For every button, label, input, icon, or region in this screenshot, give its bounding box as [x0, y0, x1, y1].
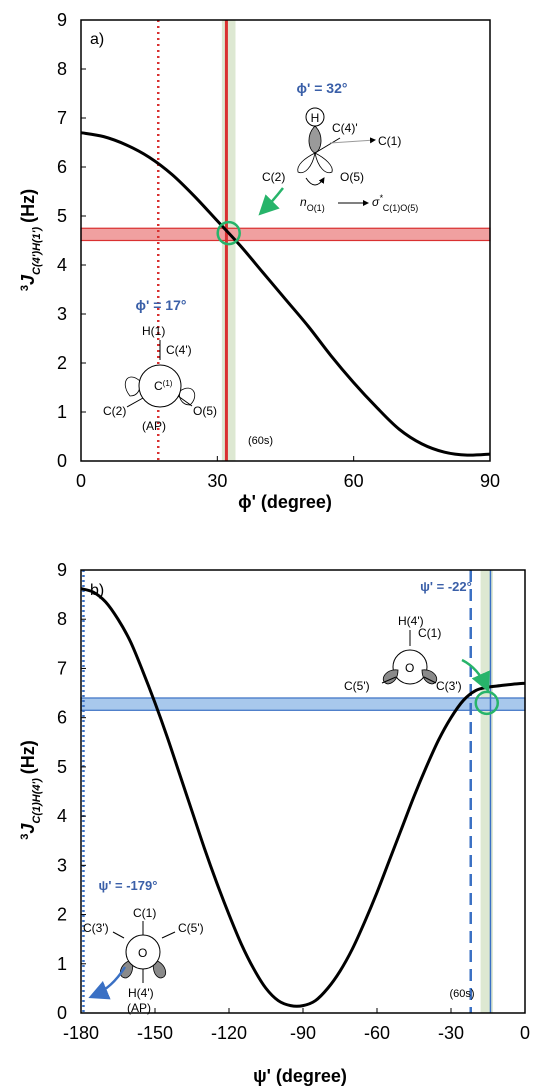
panel-b-ytick-label: 0 [57, 1003, 67, 1023]
panel-b-molecule-upper: H(4') C(1) O C(5') C(3') [344, 614, 490, 693]
panel-b-ytick-label: 6 [57, 708, 67, 728]
panel-a-mol-c4p: C(4)' [332, 121, 358, 135]
panel-a-ytick-label: 9 [57, 10, 67, 30]
panel-a-ylabel: 3JC(4')H(1')(Hz) [18, 189, 43, 291]
panel-b-xtick-label: -150 [137, 1023, 173, 1043]
panel-b-ylabel: 3JC(1)H(4')(Hz) [18, 740, 43, 840]
panel-b-label: b) [90, 582, 104, 599]
panel-b-sixty-s: (60s) [449, 988, 474, 1000]
panel-b-ytick-label: 4 [57, 806, 67, 826]
panel-b-ticks: 0 1 2 3 4 5 6 7 8 9 -180 -150 -120 -90 -60 -30 0 [57, 560, 530, 1043]
panel-a-ytick-label: 1 [57, 402, 67, 422]
panel-a-sigma: σ*C(1)O(5) [372, 193, 418, 213]
panel-b-curve [80, 587, 526, 1008]
panel-a-xtick-label: 0 [76, 471, 86, 491]
panel-a-ytick-label: 5 [57, 206, 67, 226]
panel-a-label: a) [90, 31, 104, 48]
panel-a-curve [80, 131, 491, 457]
panel-b-xtick-label: -180 [63, 1023, 99, 1043]
panel-b-mol-c5p: C(5') [344, 679, 370, 693]
panel-a-ytick-label: 6 [57, 157, 67, 177]
panel-a-mol-c1: C(1) [378, 134, 401, 148]
panel-a-mol-h: H [311, 111, 320, 125]
panel-b-xtick-label: -120 [211, 1023, 247, 1043]
panel-a-mol-c2: C(2) [262, 170, 285, 184]
panel-a-sixty-s: (60s) [248, 435, 273, 447]
panel-a-ytick-label: 0 [57, 451, 67, 471]
panel-b-ytick-label: 8 [57, 609, 67, 629]
panel-a-newman-h1: H(1) [142, 324, 165, 338]
panel-b-mol-o: O [405, 661, 414, 675]
panel-a-mol-o5: O(5) [340, 170, 364, 184]
panel-a-newman-c4p: C(4') [166, 343, 192, 357]
panel-a-ytick-label: 2 [57, 353, 67, 373]
panel-b-ap-c5p: C(5') [178, 921, 204, 935]
panel-b-ap-h4p: H(4') [128, 986, 154, 1000]
panel-a-phi-solution: ϕ' = 32° [297, 80, 348, 96]
panel-a-molecule-upper: H C(4)' C(1) C(2) O(5) nO(1) σ*C(1)O(5) [258, 107, 418, 216]
panel-b-ytick-label: 7 [57, 658, 67, 678]
panel-b-ap-label: (AP) [127, 1001, 151, 1015]
panel-a-plot-frame [80, 19, 491, 462]
panel-b-ytick-label: 3 [57, 855, 67, 875]
panel-a-xlabel: ϕ' (degree) [238, 492, 332, 512]
panel-b-ytick-label: 9 [57, 560, 67, 580]
panel-b-mol-h4p: H(4') [398, 614, 424, 628]
panel-a-phi-ap: ϕ' = 17° [136, 297, 187, 313]
panel-a-ytick-label: 4 [57, 255, 67, 275]
panel-b-ap-c3p: C(3') [83, 921, 109, 935]
panel-a-newman-c: C(1) [154, 379, 173, 394]
panel-b-mol-c3p: C(3') [436, 679, 462, 693]
panel-b-xtick-label: 0 [520, 1023, 530, 1043]
panel-a-newman-ap: (AP) [142, 419, 166, 433]
panel-a-ytick-label: 8 [57, 59, 67, 79]
panel-b-xtick-label: -60 [364, 1023, 390, 1043]
panel-a-ytick-label: 7 [57, 108, 67, 128]
panel-a-measured-band [80, 227, 491, 242]
panel-a-intersection-marker [216, 220, 241, 246]
panel-a-molecule-ap: H(1) C(4') C(1) C(2) O(5) (AP) [103, 324, 217, 433]
panel-b-psi-ap: ψ' = -179° [99, 878, 158, 893]
panel-b-psi-solution: ψ' = -22° [420, 579, 472, 594]
panel-b-xtick-label: -90 [290, 1023, 316, 1043]
panel-a-ytick-label: 3 [57, 304, 67, 324]
panel-a-nO1: nO(1) [300, 195, 325, 213]
panel-a-newman-c2: C(2) [103, 404, 126, 418]
panel-b-xlabel: ψ' (degree) [253, 1066, 347, 1086]
panel-b-ap-o: O [138, 946, 147, 960]
panel-b-ytick-label: 2 [57, 905, 67, 925]
panel-b-ap-c1: C(1) [133, 906, 156, 920]
panel-b-curve-layer [80, 570, 526, 1013]
panel-a-xtick-label: 90 [480, 471, 500, 491]
panel-b-mol-c1: C(1) [418, 626, 441, 640]
panel-b-ytick-label: 1 [57, 954, 67, 974]
panel-a-xtick-label: 60 [344, 471, 364, 491]
panel-b: 0 1 2 3 4 5 6 7 8 9 -180 -150 -120 -90 -60 -30 0 b) 3JC(… [18, 560, 530, 1086]
panel-a-newman-o5: O(5) [193, 404, 217, 418]
panel-a-xtick-label: 30 [207, 471, 227, 491]
panel-b-molecule-ap: C(1) C(3') C(5') O H(4') (AP) [83, 906, 204, 1015]
panel-b-xtick-label: -30 [438, 1023, 464, 1043]
panel-b-ytick-label: 5 [57, 757, 67, 777]
